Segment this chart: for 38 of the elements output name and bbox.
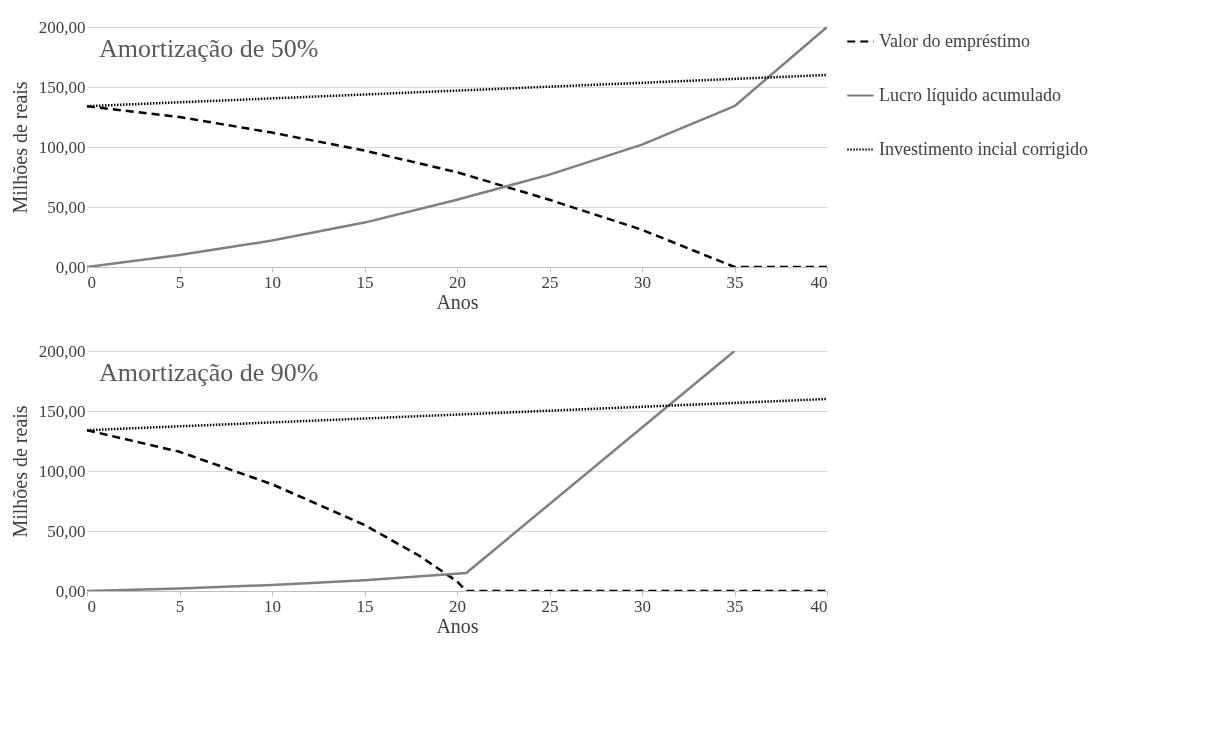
y-tick-label: 150,00 xyxy=(38,77,86,97)
chart-title: Amortização de 90% xyxy=(99,358,319,387)
y-tick-label: 200,00 xyxy=(38,341,86,361)
x-tick-label: 10 xyxy=(264,272,281,292)
x-tick-label: 15 xyxy=(356,272,374,292)
x-tick-label: 40 xyxy=(810,272,828,292)
x-tick-label: 40 xyxy=(810,596,828,616)
x-tick-label: 5 xyxy=(175,596,185,616)
legend-label: Lucro líquido acumulado xyxy=(879,84,1061,105)
x-tick-label: 20 xyxy=(449,596,466,616)
x-tick-label: 35 xyxy=(726,272,744,292)
y-axis-title: Milhões de reais xyxy=(8,81,31,214)
chart-title: Amortização de 50% xyxy=(99,34,319,63)
x-tick-label: 10 xyxy=(264,596,281,616)
x-tick-label: 30 xyxy=(634,272,651,292)
x-tick-label: 30 xyxy=(634,596,651,616)
y-tick-label: 150,00 xyxy=(38,401,86,421)
x-tick-label: 35 xyxy=(726,596,744,616)
y-axis-title: Milhões de reais xyxy=(8,405,31,538)
legend-label: Investimento incial corrigido xyxy=(879,138,1088,159)
y-tick-label: 100,00 xyxy=(38,137,86,157)
x-axis-title: Anos xyxy=(436,290,479,313)
y-tick-label: 100,00 xyxy=(38,461,86,481)
x-tick-label: 25 xyxy=(541,596,559,616)
x-tick-label: 20 xyxy=(449,272,466,292)
x-tick-label: 25 xyxy=(541,272,559,292)
y-tick-label: 0,00 xyxy=(55,581,86,601)
y-tick-label: 50,00 xyxy=(47,521,86,541)
y-tick-label: 200,00 xyxy=(38,17,86,37)
x-tick-label: 5 xyxy=(175,272,185,292)
y-tick-label: 50,00 xyxy=(47,197,86,217)
legend-label: Valor do empréstimo xyxy=(879,30,1030,51)
line-series xyxy=(87,351,736,591)
x-axis-title: Anos xyxy=(436,614,479,637)
x-tick-label: 15 xyxy=(356,596,374,616)
x-tick-label: 0 xyxy=(87,596,96,616)
y-tick-label: 0,00 xyxy=(55,257,86,277)
x-tick-label: 0 xyxy=(87,272,96,292)
